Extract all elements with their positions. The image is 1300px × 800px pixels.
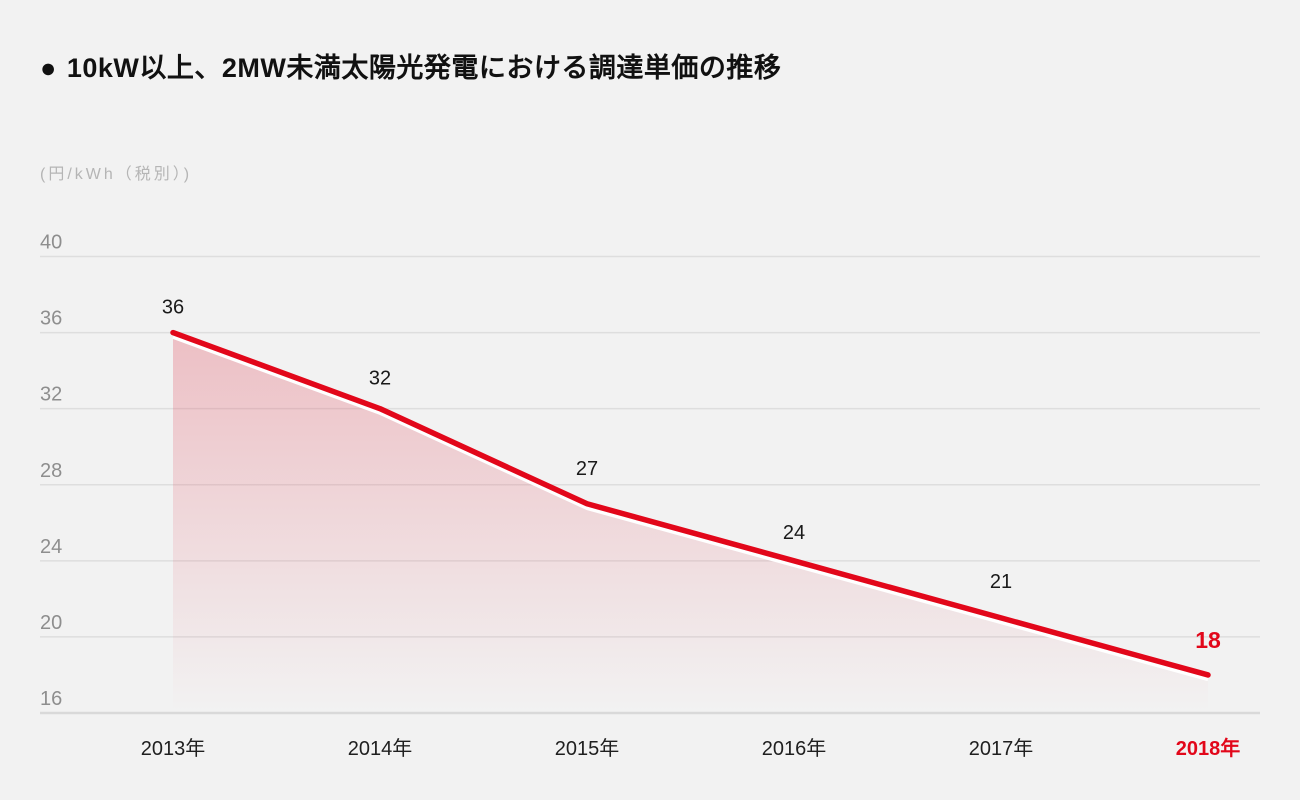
x-axis-label: 2018年 — [1176, 736, 1241, 760]
y-tick-label: 20 — [40, 612, 62, 634]
chart-title-text: 10kW以上、2MW未満太陽光発電における調達単価の推移 — [66, 53, 782, 83]
line-underlay — [172, 335, 1209, 682]
y-tick-label: 32 — [40, 384, 62, 406]
y-tick-label: 40 — [40, 232, 62, 254]
data-point-label: 36 — [162, 297, 184, 319]
series-line — [170, 329, 1211, 678]
y-tick-label: 28 — [40, 460, 62, 482]
bullet-icon: ● — [40, 53, 57, 83]
y-tick-label: 16 — [40, 688, 62, 710]
x-axis-label: 2017年 — [969, 737, 1034, 760]
area-fill — [173, 337, 1208, 713]
y-axis-unit-label: (円/kWh（税別）) — [40, 166, 193, 183]
data-point-label: 21 — [990, 571, 1012, 593]
y-tick-label: 36 — [40, 308, 62, 330]
x-axis-label: 2015年 — [555, 737, 620, 760]
data-point-label: 32 — [369, 368, 391, 390]
y-tick-label: 24 — [40, 536, 62, 558]
chart-title: ● 10kW以上、2MW未満太陽光発電における調達単価の推移 — [40, 46, 781, 85]
data-point-label: 24 — [783, 522, 805, 544]
x-axis-label: 2013年 — [141, 737, 206, 760]
x-axis-label: 2014年 — [348, 737, 413, 760]
data-point-label: 18 — [1195, 627, 1221, 653]
x-axis-label: 2016年 — [762, 737, 827, 760]
data-point-label: 27 — [576, 458, 598, 480]
